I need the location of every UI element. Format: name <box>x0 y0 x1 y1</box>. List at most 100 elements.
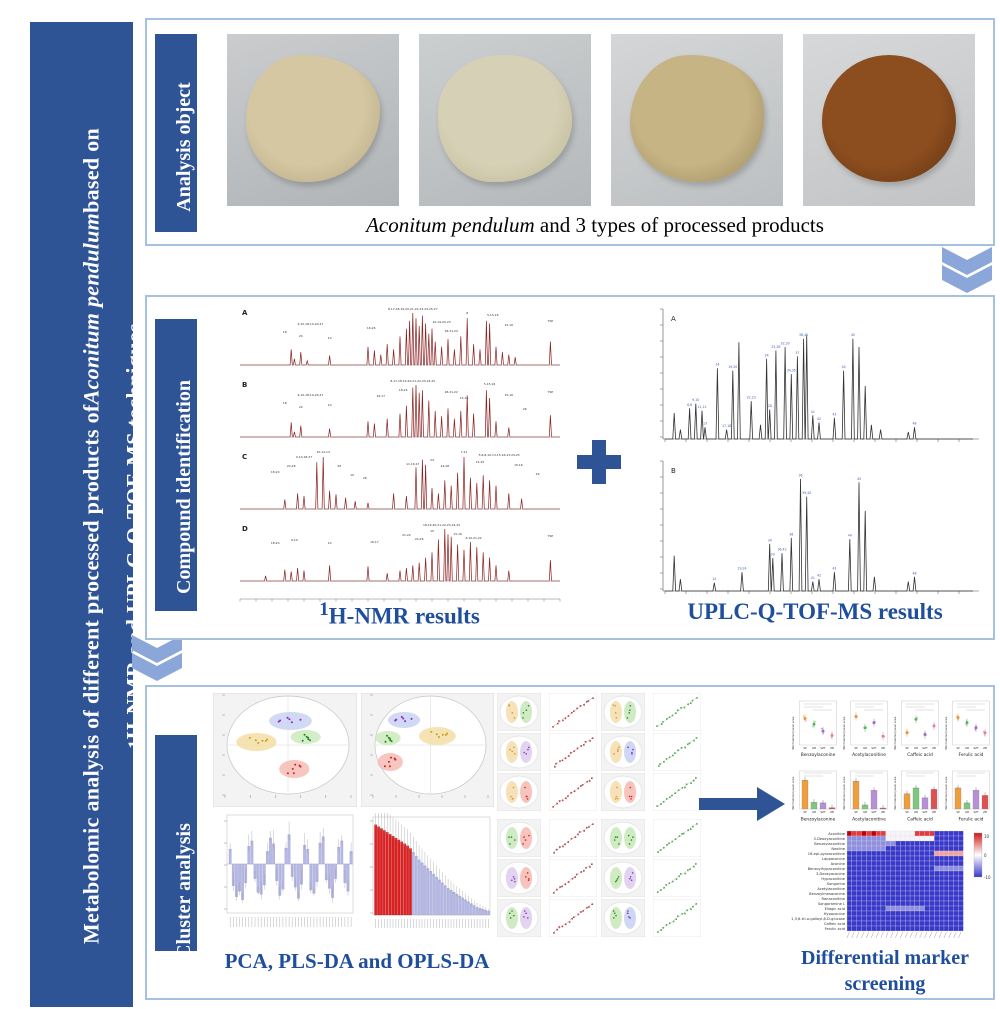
chevron-down-icon <box>942 247 992 293</box>
panel-compound-identification: Compound identification A 8,17,18,19,20,2… <box>145 295 995 640</box>
svg-text:SP: SP <box>956 746 960 750</box>
svg-text:SZT: SZT <box>871 810 877 814</box>
svg-text:SZT: SZT <box>973 810 979 814</box>
svg-text:15,16: 15,16 <box>505 323 514 327</box>
svg-text:18: 18 <box>283 330 287 334</box>
svg-text:Songoramine L: Songoramine L <box>818 902 845 906</box>
plsda-score-plot <box>360 692 495 808</box>
svg-text:36: 36 <box>798 473 802 477</box>
svg-text:18,21,22: 18,21,22 <box>445 329 458 333</box>
svg-text:15,16: 15,16 <box>460 396 469 400</box>
svg-text:21,22: 21,22 <box>402 533 411 537</box>
svg-text:16,17: 16,17 <box>370 540 379 544</box>
svg-text:B: B <box>242 381 247 389</box>
svg-text:33: 33 <box>771 552 775 556</box>
svg-text:24,28: 24,28 <box>287 464 296 468</box>
svg-text:15,16: 15,16 <box>505 393 514 397</box>
svg-text:24: 24 <box>299 405 303 409</box>
svg-text:10,12,13: 10,12,13 <box>317 450 330 454</box>
svg-text:3-Deoxyaconitine: 3-Deoxyaconitine <box>814 837 846 841</box>
svg-text:Hypaconine: Hypaconine <box>824 912 846 916</box>
svg-text:41: 41 <box>811 410 815 414</box>
svg-text:SZT: SZT <box>973 746 979 750</box>
panel-compound-identification-label-box: Compound identification <box>155 319 197 611</box>
svg-text:28: 28 <box>768 404 772 408</box>
nmr-spectra-chart: A 8,17,18,19,20,21,22,23,24,25,27 9,10,18,… <box>232 303 567 603</box>
nmr-caption-sup: 1 <box>319 599 329 620</box>
panel-analysis-object: Analysis object Aconitum pendulum and 3 … <box>145 18 995 246</box>
svg-text:Caffeic acid: Caffeic acid <box>907 817 933 823</box>
svg-text:Ellagic acid: Ellagic acid <box>825 907 845 911</box>
svg-text:Ferulic acid: Ferulic acid <box>959 817 984 823</box>
svg-text:48: 48 <box>912 422 916 426</box>
panel-cluster-analysis-label-box: Cluster analysis <box>155 735 197 959</box>
svg-text:28: 28 <box>337 464 341 468</box>
sample-photo <box>803 34 975 206</box>
svg-text:18,19,20,21,22,23,24,25: 18,19,20,21,22,23,24,25 <box>423 523 460 527</box>
svg-text:18,20: 18,20 <box>271 541 280 545</box>
chevron-down-icon <box>132 635 182 681</box>
multivariate-caption: PCA, PLS-DA and OPLS-DA <box>224 949 490 973</box>
svg-text:3-Deoxyaconine: 3-Deoxyaconine <box>816 872 846 876</box>
figure-title-line1: Metabolomic analysis of different proces… <box>75 49 109 1009</box>
svg-text:ZB: ZB <box>983 810 987 814</box>
svg-text:9,10,18,19,20,27: 9,10,18,19,20,27 <box>298 322 324 326</box>
caption-species-italic: Aconitum pendulum <box>366 213 535 237</box>
svg-text:TSP: TSP <box>547 319 554 323</box>
svg-text:38,40: 38,40 <box>799 333 808 337</box>
svg-text:Aconine: Aconine <box>831 862 846 866</box>
svg-text:Hypaconitine: Hypaconitine <box>821 877 845 881</box>
svg-text:10: 10 <box>328 403 332 407</box>
svg-text:10,19,20,23: 10,19,20,23 <box>433 320 451 324</box>
svg-text:ZB: ZB <box>932 810 936 814</box>
title-line1-species: Aconitum pendulum <box>78 212 104 405</box>
svg-text:39,40: 39,40 <box>802 491 811 495</box>
title-line1-post: based on <box>78 127 104 213</box>
svg-text:26: 26 <box>523 407 527 411</box>
svg-text:5,15,16: 5,15,16 <box>484 382 496 386</box>
svg-text:GB: GB <box>812 810 816 814</box>
sample-photo <box>611 34 783 206</box>
marker-heatmap: Aconitine 3-Deoxyaconitine Benzoylaconitin… <box>788 829 993 943</box>
svg-text:18,20: 18,20 <box>271 470 280 474</box>
title-line1-pre: Metabolomic analysis of different proces… <box>78 404 104 945</box>
svg-text:14: 14 <box>712 577 716 581</box>
svg-text:10: 10 <box>350 473 354 477</box>
svg-text:7,11: 7,11 <box>461 450 468 454</box>
svg-text:SP: SP <box>803 746 807 750</box>
svg-text:24,28: 24,28 <box>441 464 450 468</box>
svg-text:8,17,18,19,20,21,22,23,24,25,2: 8,17,18,19,20,21,22,23,24,25,27 <box>388 307 438 311</box>
svg-text:SP: SP <box>854 746 858 750</box>
svg-text:SP: SP <box>905 746 909 750</box>
sample-photo <box>227 34 399 206</box>
svg-text:43: 43 <box>832 567 836 571</box>
svg-text:6,10,21,22: 6,10,21,22 <box>465 536 481 540</box>
svg-text:ZB: ZB <box>932 746 936 750</box>
svg-text:18,21,22: 18,21,22 <box>445 390 458 394</box>
panel-cluster-analysis: Cluster analysis PCA, PLS-DA and OPLS-DA… <box>145 685 995 1000</box>
svg-text:SP: SP <box>803 810 807 814</box>
svg-text:GB: GB <box>914 746 918 750</box>
uplc-caption: UPLC-Q-TOF-MS results <box>687 599 943 624</box>
svg-text:34,35: 34,35 <box>787 369 796 373</box>
svg-text:Lappaconine: Lappaconine <box>822 857 846 861</box>
sample-photo <box>419 34 591 206</box>
svg-text:SZT: SZT <box>922 810 928 814</box>
svg-text:Ferulic acid: Ferulic acid <box>825 927 845 931</box>
sample-photos-row <box>227 34 987 206</box>
svg-text:SP: SP <box>956 810 960 814</box>
vip-bar-chart <box>361 802 494 941</box>
svg-text:18,24: 18,24 <box>399 388 408 392</box>
svg-text:45: 45 <box>851 333 855 337</box>
uplc-chromatogram-chart: A 6,8 9,10 11,12 13 14 17,18 19,20 22,23 24 28 25,2… <box>645 303 985 603</box>
svg-text:Normalized peak area: Normalized peak area <box>944 716 948 749</box>
title-line2-sup: 1 <box>124 739 144 749</box>
svg-text:C: C <box>242 453 247 461</box>
marker-caption-line2: screening <box>844 973 926 995</box>
powder-pile <box>629 54 765 182</box>
svg-text:5,6,8,10,13,15,16,23,24,25: 5,6,8,10,13,15,16,23,24,25 <box>479 453 520 457</box>
svg-text:ZB: ZB <box>881 746 885 750</box>
svg-text:Normalized peak area: Normalized peak area <box>893 716 897 749</box>
svg-text:Songorine: Songorine <box>827 882 846 886</box>
svg-text:ZB: ZB <box>830 810 834 814</box>
